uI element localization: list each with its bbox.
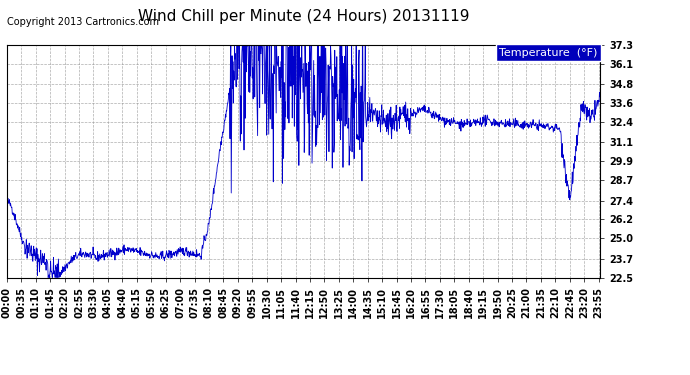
Text: Temperature  (°F): Temperature (°F) — [499, 48, 598, 58]
Text: Wind Chill per Minute (24 Hours) 20131119: Wind Chill per Minute (24 Hours) 2013111… — [138, 9, 469, 24]
Text: Copyright 2013 Cartronics.com: Copyright 2013 Cartronics.com — [7, 17, 159, 27]
